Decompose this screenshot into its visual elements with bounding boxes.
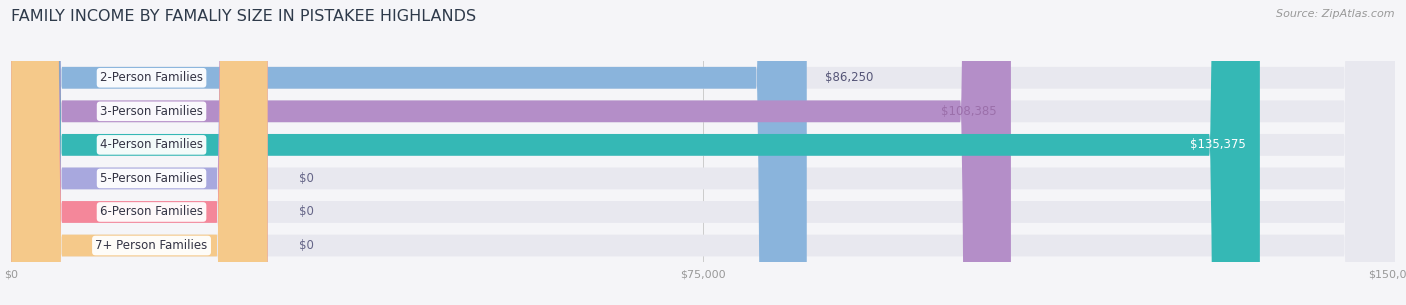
FancyBboxPatch shape [11,0,1395,305]
FancyBboxPatch shape [11,0,267,305]
FancyBboxPatch shape [11,0,1011,305]
Text: Source: ZipAtlas.com: Source: ZipAtlas.com [1277,9,1395,19]
FancyBboxPatch shape [11,0,1395,305]
Text: 5-Person Families: 5-Person Families [100,172,202,185]
FancyBboxPatch shape [11,0,1260,305]
Text: 6-Person Families: 6-Person Families [100,206,202,218]
FancyBboxPatch shape [11,0,1395,305]
Text: $0: $0 [299,172,315,185]
Text: $0: $0 [299,206,315,218]
FancyBboxPatch shape [11,0,1395,305]
Text: 7+ Person Families: 7+ Person Families [96,239,208,252]
Text: $0: $0 [299,239,315,252]
Text: FAMILY INCOME BY FAMALIY SIZE IN PISTAKEE HIGHLANDS: FAMILY INCOME BY FAMALIY SIZE IN PISTAKE… [11,9,477,24]
Text: $135,375: $135,375 [1191,138,1246,151]
FancyBboxPatch shape [11,0,1395,305]
Text: 2-Person Families: 2-Person Families [100,71,202,84]
FancyBboxPatch shape [11,0,1395,305]
FancyBboxPatch shape [11,0,267,305]
Text: $108,385: $108,385 [942,105,997,118]
Text: $86,250: $86,250 [825,71,873,84]
Text: 4-Person Families: 4-Person Families [100,138,202,151]
FancyBboxPatch shape [11,0,267,305]
Text: 3-Person Families: 3-Person Families [100,105,202,118]
FancyBboxPatch shape [11,0,807,305]
